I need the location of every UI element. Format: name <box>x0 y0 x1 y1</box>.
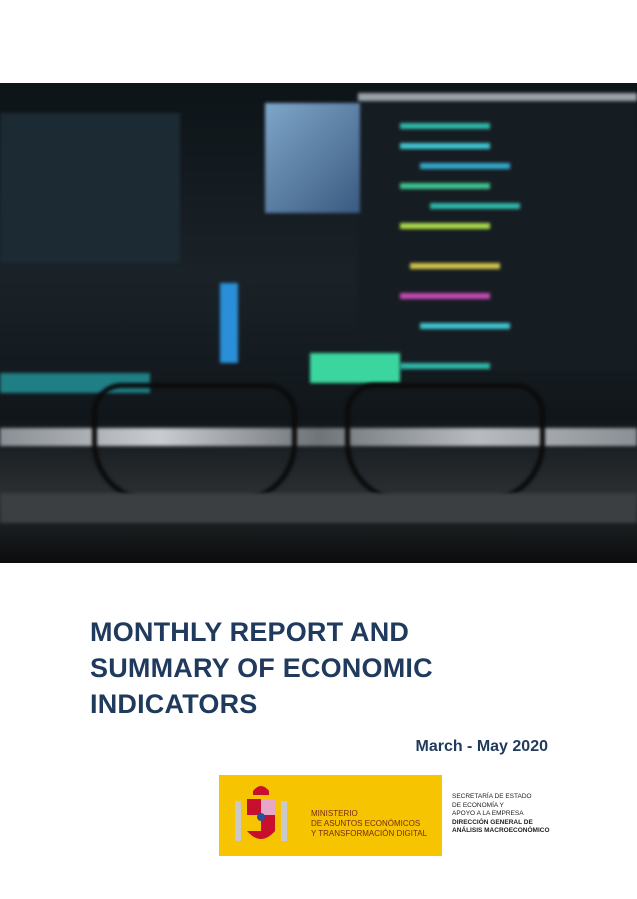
title-line: INDICATORS <box>90 689 258 719</box>
report-title: MONTHLY REPORT AND SUMMARY OF ECONOMIC I… <box>90 614 433 722</box>
title-line: MONTHLY REPORT AND <box>90 617 410 647</box>
secretaria-text: SECRETARÍA DE ESTADO DE ECONOMÍA Y APOYO… <box>452 793 550 836</box>
glasses-right-lens <box>345 383 545 503</box>
laptop-edge <box>0 493 637 523</box>
secretaria-line: DE ECONOMÍA Y <box>452 801 504 809</box>
direccion-line: DIRECCIÓN GENERAL DE <box>452 818 533 826</box>
ministry-line: DE ASUNTOS ECONÓMICOS <box>311 819 421 828</box>
ministry-line: MINISTERIO <box>311 809 358 818</box>
secretaria-line: SECRETARÍA DE ESTADO <box>452 793 532 800</box>
ministry-name: MINISTERIO DE ASUNTOS ECONÓMICOS Y TRANS… <box>311 809 427 839</box>
blue-bar <box>220 283 238 363</box>
direccion-line: ANÁLISIS MACROECONÓMICO <box>452 827 550 834</box>
left-panel <box>0 113 180 263</box>
green-panel <box>310 353 400 383</box>
ministry-logo: MINISTERIO DE ASUNTOS ECONÓMICOS Y TRANS… <box>219 775 442 856</box>
code-lines <box>400 123 490 129</box>
date-range: March - May 2020 <box>415 738 548 755</box>
monitor-right <box>358 93 637 371</box>
title-line: SUMMARY OF ECONOMIC <box>90 653 433 683</box>
secretaria-line: APOYO A LA EMPRESA <box>452 810 524 817</box>
cover-photo <box>0 83 637 563</box>
ministry-line: Y TRANSFORMACIÓN DIGITAL <box>311 829 428 838</box>
glasses-left-lens <box>92 383 297 503</box>
coat-of-arms-icon <box>235 786 287 841</box>
screen-image <box>265 103 360 213</box>
dock-bar <box>0 428 637 446</box>
